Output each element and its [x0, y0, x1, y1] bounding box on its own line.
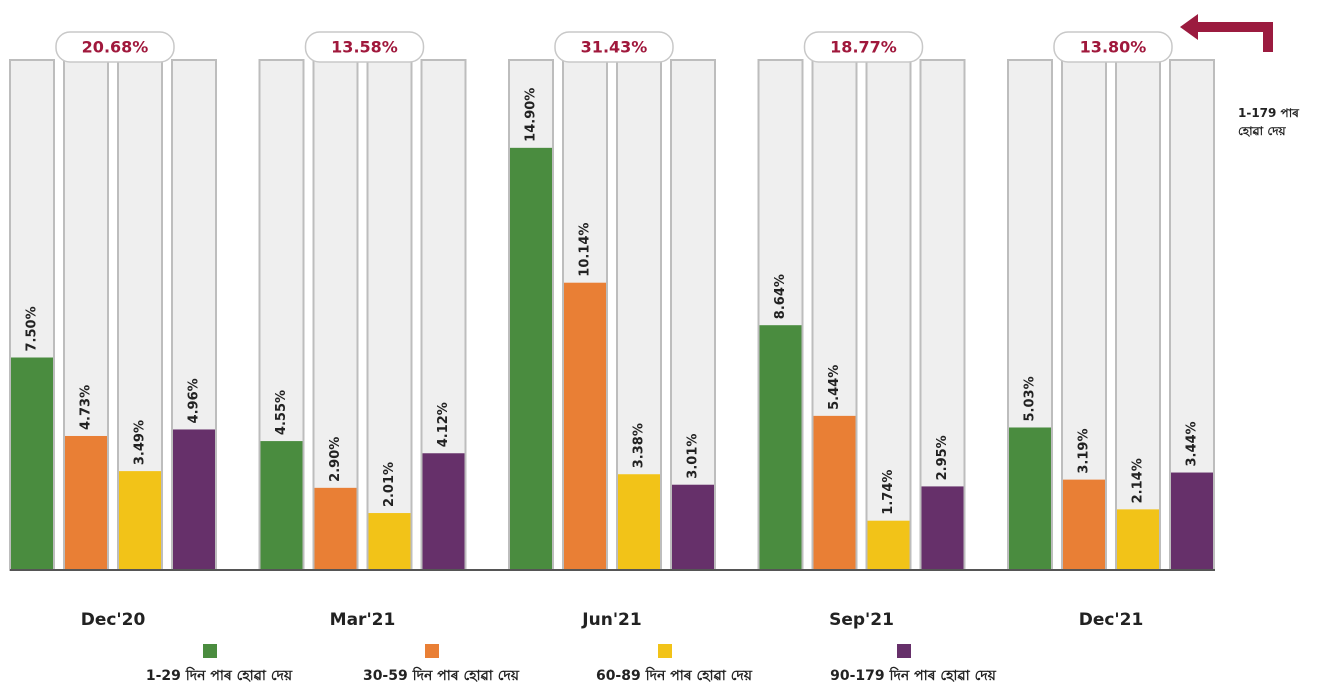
total-pill	[803, 31, 924, 63]
bar-background	[366, 59, 413, 571]
annotation: 1-179 পাৰ হোৱা দেয়	[1238, 106, 1299, 138]
legend-label: 90-179 দিন পাৰ হোৱা দেয়	[830, 666, 997, 684]
total-pill	[1053, 31, 1173, 63]
total-label: 31.43%	[581, 38, 648, 57]
bar	[1009, 427, 1051, 570]
value-label: 8.64%	[773, 274, 788, 319]
legend-label: 30-59 দিন পাৰ হোৱা দেয়	[363, 666, 520, 684]
value-label: 5.44%	[827, 365, 842, 410]
bar	[564, 282, 606, 570]
bar-background	[865, 59, 912, 571]
bar	[1171, 472, 1213, 570]
value-label: 7.50%	[25, 306, 40, 351]
total-pill	[554, 31, 674, 63]
bar	[510, 147, 552, 571]
bar	[11, 357, 53, 570]
bar	[368, 513, 411, 570]
value-label: 4.55%	[274, 390, 289, 435]
legend-swatch	[658, 644, 672, 658]
legend-swatch	[203, 644, 217, 658]
bar	[1117, 509, 1159, 570]
value-label: 3.19%	[1077, 429, 1092, 474]
legend-swatch	[897, 644, 911, 658]
bar	[1063, 479, 1105, 570]
value-label: 4.12%	[436, 402, 451, 447]
bar	[314, 487, 357, 570]
value-label: 3.38%	[632, 423, 647, 468]
value-label: 2.95%	[935, 435, 950, 480]
arrow	[1195, 22, 1273, 52]
value-label: 2.01%	[382, 462, 397, 507]
value-label: 2.90%	[328, 437, 343, 482]
bar	[759, 325, 802, 570]
legend-swatch	[425, 644, 439, 658]
bar	[672, 484, 714, 570]
value-label: 3.01%	[686, 434, 701, 479]
value-label: 3.49%	[133, 420, 148, 465]
bar	[65, 435, 107, 570]
bar	[422, 453, 465, 570]
x-tick-label: Jun'21	[581, 610, 641, 630]
bar	[260, 441, 303, 570]
value-label: 3.44%	[1185, 421, 1200, 466]
x-tick-label: Dec'21	[1079, 610, 1144, 630]
value-label: 4.73%	[79, 385, 94, 430]
legend-label: 1-29 দিন পাৰ হোৱা দেয়	[146, 666, 293, 684]
total-label: 13.80%	[1080, 38, 1147, 57]
value-label: 10.14%	[578, 223, 593, 277]
x-tick-label: Mar'21	[330, 610, 396, 630]
bar	[867, 520, 910, 570]
value-label: 14.90%	[524, 88, 539, 142]
bar-background	[919, 59, 966, 571]
bar	[173, 429, 215, 570]
value-label: 5.03%	[1023, 376, 1038, 421]
bar-background	[1115, 59, 1161, 571]
total-label: 18.77%	[830, 38, 897, 57]
total-label: 13.58%	[331, 38, 398, 57]
arrow-head	[1180, 14, 1198, 40]
value-label: 4.96%	[187, 378, 202, 423]
total-label: 20.68%	[82, 38, 149, 57]
bar	[921, 486, 964, 570]
value-label: 2.14%	[1131, 458, 1146, 503]
x-tick-label: Sep'21	[829, 610, 894, 630]
total-pill	[304, 31, 425, 63]
bar	[618, 474, 660, 570]
value-label: 1.74%	[881, 470, 896, 515]
x-tick-label: Dec'20	[81, 610, 146, 630]
bar	[813, 415, 856, 570]
legend-label: 60-89 দিন পাৰ হোৱা দেয়	[596, 666, 753, 684]
total-pill	[55, 31, 175, 63]
bar	[119, 471, 161, 570]
